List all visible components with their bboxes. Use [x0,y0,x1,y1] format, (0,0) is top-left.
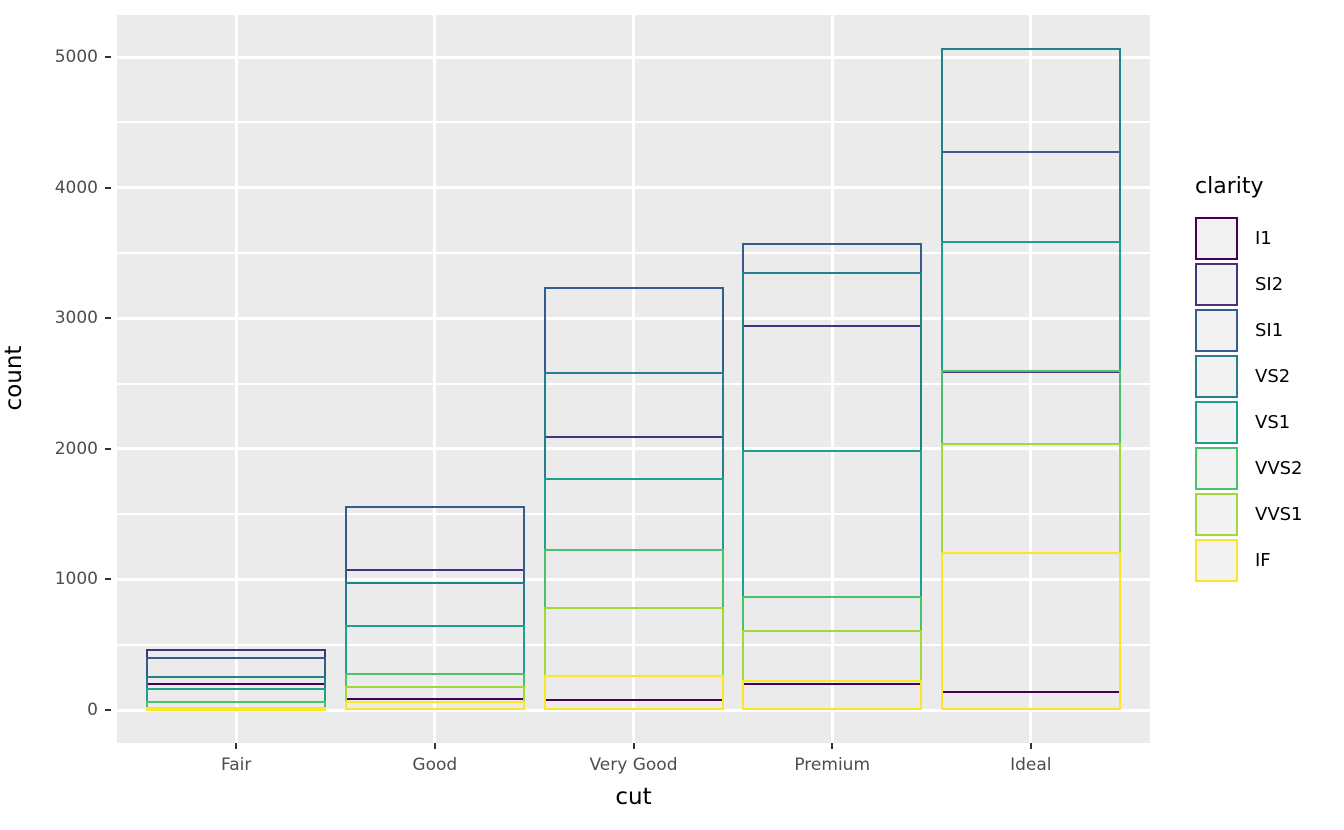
x-tick-mark-1 [433,743,436,749]
legend-label-if: IF [1255,550,1271,571]
y-tick-mark-4000 [105,186,111,189]
x-axis-title: cut [615,784,652,810]
y-tick-label-4000: 4000 [54,177,98,198]
y-tick-label-5000: 5000 [54,47,98,67]
legend-label-vvs2: VVS2 [1255,458,1303,479]
x-tick-mark-0 [235,743,238,749]
legend-item-vvs2: VVS2 [1195,447,1340,490]
x-tick-label-good: Good [412,755,458,775]
legend-label-si1: SI1 [1255,320,1284,341]
y-tick-mark-3000 [105,317,111,320]
legend-label-si2: SI2 [1255,274,1284,295]
y-axis-title: count [1,345,27,411]
x-tick-mark-4 [1029,743,1032,749]
legend-item-i1: I1 [1195,217,1340,260]
legend-key-si2 [1195,263,1238,306]
x-tick-mark-2 [632,743,635,749]
gridline-major-x-4 [1029,15,1033,743]
x-tick-mark-3 [831,743,834,749]
legend: clarity I1 SI2 SI1 VS2 VS1 VVS2 VVS1 IF [1195,166,1340,596]
legend-title: clarity [1195,174,1264,199]
y-tick-mark-5000 [105,56,111,58]
bar-fair-if [146,707,327,711]
y-tick-label-3000: 3000 [54,308,98,329]
legend-item-vs1: VS1 [1195,401,1340,444]
x-tick-label-fair: Fair [221,755,252,775]
legend-item-vvs1: VVS1 [1195,493,1340,536]
gridline-major-x-3 [830,15,834,743]
legend-label-vvs1: VVS1 [1255,504,1303,525]
legend-key-vs2 [1195,355,1238,398]
y-tick-label-2000: 2000 [54,438,98,459]
y-tick-mark-0 [105,709,111,711]
legend-item-si2: SI2 [1195,263,1340,306]
bar-premium-if [742,680,923,710]
x-tick-label-premium: Premium [794,755,871,775]
gridline-major-x-2 [632,15,635,743]
bar-very-good-if [543,675,724,710]
y-tick-mark-2000 [105,447,111,450]
legend-item-if: IF [1195,539,1340,582]
bar-ideal-if [940,551,1121,710]
legend-item-si1: SI1 [1195,309,1340,352]
y-tick-label-1000: 1000 [54,569,98,590]
legend-key-vvs2 [1195,447,1238,490]
legend-item-vs2: VS2 [1195,355,1340,398]
gridline-major-x-1 [433,15,437,743]
legend-key-vvs1 [1195,493,1238,536]
y-tick-mark-1000 [105,578,111,581]
legend-label-vs1: VS1 [1255,412,1291,433]
x-tick-label-very-good: Very Good [589,755,678,775]
legend-key-vs1 [1195,401,1238,444]
legend-label-i1: I1 [1255,228,1272,249]
y-tick-label-0: 0 [87,700,98,720]
x-tick-label-ideal: Ideal [1010,755,1052,775]
plot-panel [117,15,1150,743]
legend-key-i1 [1195,217,1238,260]
legend-key-si1 [1195,309,1238,352]
legend-label-vs2: VS2 [1255,366,1291,387]
gridline-major-x-0 [234,15,238,743]
bar-good-if [344,700,525,710]
legend-key-if [1195,539,1238,582]
